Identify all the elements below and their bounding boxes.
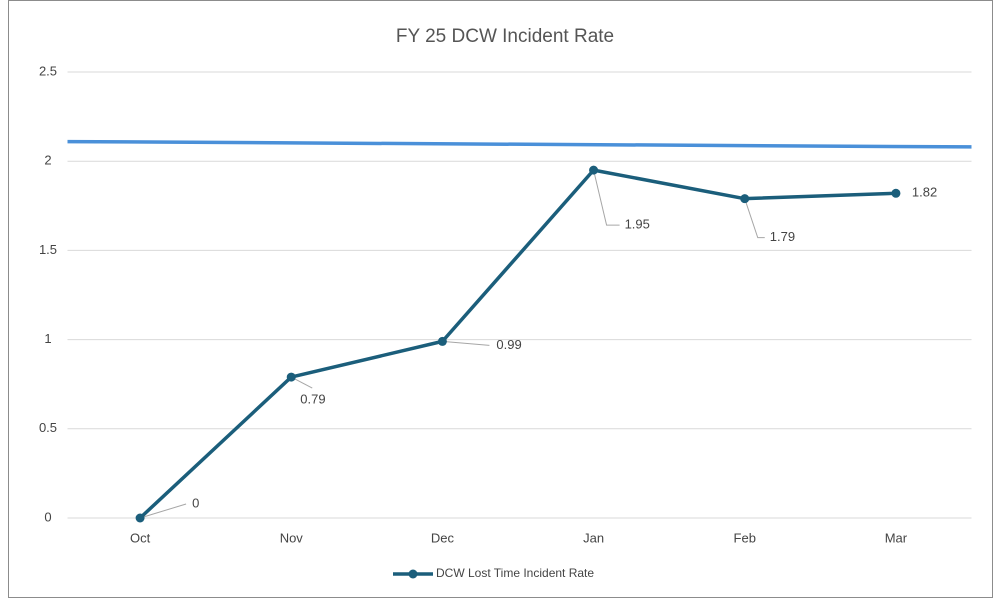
data-label: 0.79 bbox=[300, 392, 325, 407]
y-tick-label: 1.5 bbox=[39, 242, 57, 257]
y-tick-label: 0.5 bbox=[39, 420, 57, 435]
x-tick-label: Nov bbox=[280, 530, 304, 545]
data-point bbox=[286, 372, 296, 382]
data-point bbox=[589, 165, 599, 175]
target-line bbox=[67, 139, 972, 149]
leader-line bbox=[744, 198, 765, 239]
chart-border bbox=[8, 0, 993, 598]
legend-marker bbox=[408, 569, 418, 579]
data-label: 1.79 bbox=[770, 229, 795, 244]
data-point bbox=[135, 513, 145, 523]
x-tick-label: Dec bbox=[431, 530, 455, 545]
data-point bbox=[437, 336, 447, 346]
leader-line bbox=[593, 170, 620, 226]
data-label: 1.95 bbox=[625, 217, 650, 232]
y-tick-label: 0 bbox=[44, 509, 51, 524]
leader-line bbox=[139, 503, 187, 519]
data-point bbox=[740, 194, 750, 204]
x-tick-label: Feb bbox=[734, 530, 756, 545]
legend-label: DCW Lost Time Incident Rate bbox=[436, 566, 594, 580]
y-tick-label: 1 bbox=[44, 331, 51, 346]
x-tick-label: Jan bbox=[583, 530, 604, 545]
y-tick-label: 2 bbox=[44, 153, 51, 168]
data-label: 1.82 bbox=[912, 185, 937, 200]
data-label: 0.99 bbox=[496, 337, 521, 352]
chart-title: FY 25 DCW Incident Rate bbox=[396, 26, 614, 47]
data-label: 0 bbox=[192, 495, 199, 510]
leader-line bbox=[442, 340, 490, 346]
series-line bbox=[138, 168, 896, 520]
y-tick-label: 2.5 bbox=[39, 63, 57, 78]
x-tick-label: Oct bbox=[130, 530, 151, 545]
data-point bbox=[891, 188, 901, 198]
x-tick-label: Mar bbox=[885, 530, 908, 545]
